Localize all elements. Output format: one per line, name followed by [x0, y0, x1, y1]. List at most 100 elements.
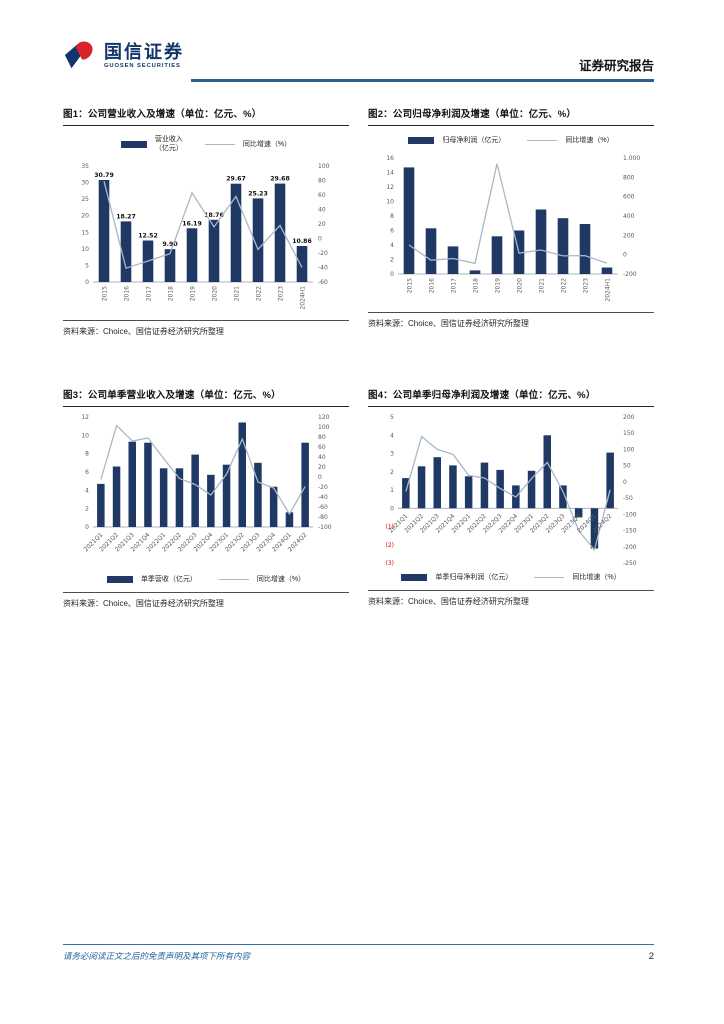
figure-title: 图1：公司营业收入及增速（单位：亿元、%）	[63, 106, 349, 126]
svg-text:20: 20	[318, 221, 326, 228]
svg-text:10: 10	[81, 246, 89, 253]
svg-text:2019: 2019	[495, 278, 502, 293]
svg-text:200: 200	[623, 414, 635, 421]
svg-text:40: 40	[318, 454, 326, 461]
svg-text:2020: 2020	[212, 286, 219, 301]
svg-text:2: 2	[390, 469, 394, 476]
svg-text:(1): (1)	[386, 524, 395, 531]
guosen-logo-icon	[64, 41, 93, 69]
figure-title: 图4：公司单季归母净利润及增速（单位：亿元、%）	[368, 387, 654, 408]
quarterly-revenue-chart: 121086420120100806040200-20-40-60-80-100…	[81, 414, 332, 553]
figure-source: 资料来源：Choice、国信证券经济研究所整理	[63, 320, 349, 337]
svg-text:4: 4	[85, 488, 89, 495]
line-series-swatch-icon	[527, 139, 558, 141]
line-series-swatch-icon	[218, 578, 249, 580]
svg-text:100: 100	[623, 447, 635, 454]
svg-text:-250: -250	[623, 560, 637, 567]
figure-source: 资料来源：Choice、国信证券经济研究所整理	[368, 312, 654, 329]
svg-text:-100: -100	[623, 512, 637, 519]
legend-line-label: 同比增速（%）	[256, 576, 306, 584]
svg-text:2024H1: 2024H1	[605, 278, 612, 302]
svg-text:120: 120	[318, 414, 330, 421]
svg-text:2016: 2016	[429, 278, 436, 293]
svg-text:0: 0	[390, 505, 394, 512]
legend-bar-label: 单季营收（亿元）	[140, 576, 197, 584]
svg-text:0: 0	[623, 479, 627, 486]
bar-series-swatch-icon	[408, 136, 435, 144]
svg-text:80: 80	[318, 434, 326, 441]
svg-text:150: 150	[623, 430, 635, 437]
svg-text:2: 2	[390, 257, 394, 264]
svg-text:10: 10	[386, 199, 394, 206]
svg-text:-80: -80	[318, 514, 328, 521]
svg-text:2015: 2015	[407, 278, 414, 293]
svg-text:-150: -150	[623, 528, 637, 535]
svg-text:200: 200	[623, 232, 635, 239]
page-number: 2	[648, 951, 654, 962]
figure-source: 资料来源：Choice、国信证券经济研究所整理	[63, 592, 349, 609]
svg-text:2: 2	[85, 506, 89, 513]
quarterly-net-profit-chart: 5 4 3 2 1 0 (1) (2) (3) 200 150 100 50 0 -50 -100 -150 -2…	[386, 414, 637, 567]
svg-text:2017: 2017	[146, 286, 153, 301]
svg-text:2018: 2018	[473, 278, 480, 293]
svg-text:25.23: 25.23	[248, 191, 268, 198]
svg-text:0: 0	[318, 474, 322, 481]
svg-text:-100: -100	[318, 524, 332, 531]
svg-text:2019: 2019	[190, 286, 197, 301]
svg-text:25: 25	[81, 196, 89, 203]
legend-line-label: 同比增速（%）	[242, 141, 292, 149]
svg-text:-40: -40	[318, 494, 328, 501]
svg-text:10.86: 10.86	[292, 238, 312, 245]
chart-legend: 归母净利润（亿元） 同比增速（%）	[368, 135, 654, 145]
svg-text:6: 6	[85, 469, 89, 476]
legend-bar-label: 营业收入	[154, 136, 183, 143]
svg-text:2016: 2016	[124, 286, 131, 301]
legend-line-label: 同比增速（%）	[572, 574, 621, 582]
brand-name-cn: 国信证券	[104, 41, 184, 62]
svg-text:2022: 2022	[256, 286, 263, 301]
figure-title: 图2：公司归母净利润及增速（单位：亿元、%）	[368, 106, 654, 126]
svg-text:100: 100	[318, 424, 330, 431]
svg-text:2015: 2015	[102, 286, 109, 301]
page-footer: 请务必阅读正文之后的免责声明及其项下所有内容 2	[63, 944, 654, 962]
svg-text:30.79: 30.79	[94, 172, 114, 179]
brand-text: 国信证券 GUOSEN SECURITIES	[104, 41, 184, 70]
svg-text:1: 1	[390, 487, 394, 494]
svg-text:18.76: 18.76	[204, 212, 224, 219]
svg-text:-60: -60	[318, 504, 328, 511]
svg-text:4: 4	[390, 242, 394, 249]
svg-text:12: 12	[386, 184, 394, 191]
svg-text:60: 60	[318, 192, 326, 199]
svg-text:20: 20	[318, 464, 326, 471]
svg-text:800: 800	[623, 174, 635, 181]
svg-text:4: 4	[390, 432, 394, 439]
legend-bar-label: 归母净利润（亿元）	[442, 137, 506, 144]
svg-text:9.90: 9.90	[162, 241, 178, 248]
svg-text:-200: -200	[623, 544, 637, 551]
svg-text:2021: 2021	[539, 278, 546, 293]
svg-text:100: 100	[318, 163, 330, 170]
svg-text:8: 8	[85, 451, 89, 458]
brand-name-en: GUOSEN SECURITIES	[104, 63, 181, 70]
svg-text:600: 600	[623, 194, 635, 201]
svg-text:2024H1: 2024H1	[300, 286, 307, 310]
header-divider	[191, 79, 654, 82]
svg-text:5: 5	[390, 414, 394, 421]
svg-text:16: 16	[386, 155, 394, 162]
brand-logo: 国信证券 GUOSEN SECURITIES	[63, 40, 184, 72]
chart-legend: 单季营收（亿元） 同比增速（%）	[63, 574, 349, 584]
svg-text:8: 8	[390, 213, 394, 220]
chart-legend: 营业收入 （亿元） 同比增速（%）	[63, 135, 349, 153]
svg-text:(2): (2)	[386, 542, 395, 549]
svg-text:35: 35	[81, 163, 89, 170]
svg-text:2020: 2020	[517, 278, 524, 293]
svg-text:2017: 2017	[451, 278, 458, 293]
figure-title: 图3：公司单季营业收入及增速（单位：亿元、%）	[63, 387, 349, 408]
legend-bar-label: 单季归母净利润（亿元）	[435, 574, 513, 582]
svg-text:2018: 2018	[168, 286, 175, 301]
svg-text:0: 0	[85, 279, 89, 286]
report-type-label: 证券研究报告	[578, 59, 654, 73]
svg-text:6: 6	[390, 228, 394, 235]
svg-text:18.27: 18.27	[116, 214, 136, 221]
svg-text:0: 0	[85, 524, 89, 531]
